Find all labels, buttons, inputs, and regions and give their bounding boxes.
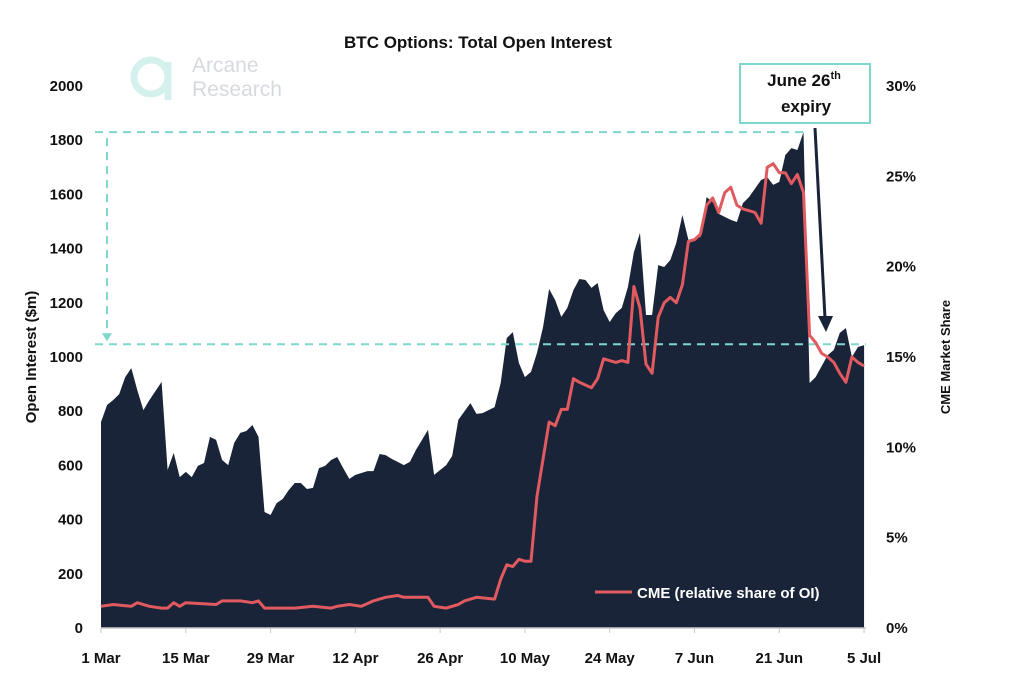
y2-tick-label: 10% [886,439,916,456]
y2-axis-label: CME Market Share [938,300,953,414]
reference-arrow-head-icon [102,333,112,342]
arrow-head-icon [818,316,833,332]
annotation-arrow [813,127,827,319]
plot-area [95,131,866,628]
x-tick-label: 29 Mar [247,650,295,667]
y2-tick-label: 30% [886,78,916,95]
annotation-date: June 26 [767,71,830,90]
y-tick-label: 1200 [50,295,83,312]
y2-tick-label: 25% [886,168,916,185]
logo-text-line2: Research [192,78,282,101]
y-tick-label: 600 [58,457,83,474]
logo: Arcane Research [130,54,282,101]
y2-tick-label: 5% [886,530,908,547]
y-tick-label: 1000 [50,349,83,366]
x-tick-label: 7 Jun [675,650,714,667]
x-tick-label: 10 May [500,650,551,667]
y-tick-label: 1800 [50,132,83,149]
y2-tick-label: 15% [886,349,916,366]
y-tick-label: 200 [58,566,83,583]
annotation-sup: th [830,70,841,82]
y-tick-label: 2000 [50,78,83,95]
y-tick-label: 0 [75,620,83,637]
annotation: June 26th expiry [739,63,871,332]
x-tick-label: 5 Jul [847,650,881,667]
annotation-box [739,63,871,124]
x-tick-label: 24 May [585,650,636,667]
axis-ticks: 1 Mar 15 Mar 29 Mar 12 Apr 26 Apr 10 May 24 Ma… [50,78,916,667]
open-interest-area [101,132,865,628]
x-tick-label: 15 Mar [162,650,210,667]
y2-tick-label: 0% [886,620,908,637]
logo-text-line1: Arcane [192,54,259,77]
chart-title: BTC Options: Total Open Interest [344,33,612,52]
y-tick-label: 800 [58,403,83,420]
x-tick-label: 26 Apr [417,650,463,667]
annotation-text: June 26th [767,70,841,90]
y-tick-label: 1400 [50,241,83,258]
y2-tick-label: 20% [886,259,916,276]
x-tick-label: 12 Apr [332,650,378,667]
x-tick-label: 1 Mar [81,650,120,667]
y-axis-label: Open Interest ($m) [23,291,40,424]
y-tick-label: 1600 [50,186,83,203]
legend: CME (relative share of OI) [595,585,820,602]
logo-mark-icon [130,56,172,98]
y-tick-label: 400 [58,512,83,529]
annotation-line2: expiry [781,97,832,116]
x-tick-label: 21 Jun [756,650,804,667]
legend-label: CME (relative share of OI) [637,585,820,602]
